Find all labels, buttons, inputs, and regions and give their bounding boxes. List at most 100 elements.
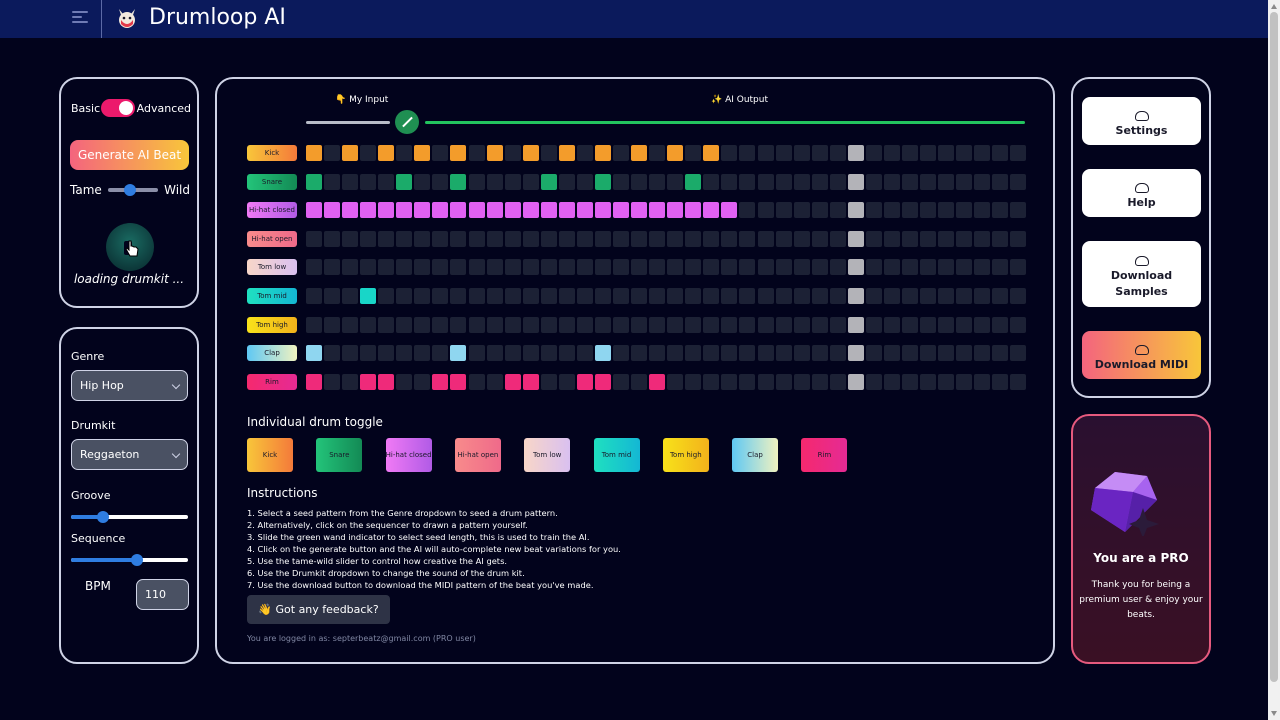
step-cell[interactable]	[504, 316, 521, 333]
step-cell[interactable]	[829, 230, 846, 247]
step-cell[interactable]	[468, 230, 485, 247]
step-cell[interactable]	[558, 345, 575, 362]
step-cell[interactable]	[522, 173, 539, 190]
step-cell[interactable]	[920, 316, 937, 333]
step-cell[interactable]	[793, 373, 810, 390]
step-cell[interactable]	[324, 288, 341, 304]
step-cell[interactable]	[793, 173, 810, 190]
step-cell[interactable]	[667, 373, 684, 390]
step-cell[interactable]	[324, 316, 341, 333]
step-cell[interactable]	[576, 230, 593, 247]
step-cell[interactable]	[1010, 173, 1027, 190]
step-cell[interactable]	[992, 259, 1009, 276]
step-cell[interactable]	[378, 259, 395, 276]
step-cell[interactable]	[306, 288, 322, 304]
step-cell[interactable]	[974, 288, 991, 304]
step-cell[interactable]	[974, 345, 991, 362]
step-cell[interactable]	[594, 259, 611, 276]
step-cell[interactable]	[486, 259, 503, 276]
step-cell[interactable]	[847, 316, 864, 333]
step-cell[interactable]	[414, 288, 431, 304]
step-cell[interactable]	[938, 288, 955, 304]
step-cell[interactable]	[667, 288, 684, 304]
step-cell[interactable]	[540, 259, 557, 276]
step-cell[interactable]	[667, 316, 684, 333]
step-cell[interactable]	[450, 173, 467, 190]
step-cell[interactable]	[920, 345, 937, 362]
step-cell[interactable]	[992, 288, 1009, 304]
step-cell[interactable]	[757, 259, 774, 276]
step-cell[interactable]	[739, 288, 756, 304]
step-cell[interactable]	[703, 345, 720, 362]
step-cell[interactable]	[685, 316, 702, 333]
step-cell[interactable]	[703, 230, 720, 247]
step-cell[interactable]	[432, 259, 449, 276]
toggle-kick[interactable]: Kick	[247, 438, 293, 472]
step-cell[interactable]	[360, 373, 377, 390]
genre-select[interactable]: Hip Hop	[71, 370, 188, 401]
step-cell[interactable]	[504, 259, 521, 276]
step-cell[interactable]	[594, 288, 611, 304]
step-cell[interactable]	[685, 288, 702, 304]
step-cell[interactable]	[721, 202, 738, 219]
step-cell[interactable]	[432, 173, 449, 190]
step-cell[interactable]	[829, 288, 846, 304]
step-cell[interactable]	[540, 145, 557, 161]
track-label-tom-mid[interactable]: Tom mid	[247, 288, 297, 304]
step-cell[interactable]	[324, 173, 341, 190]
step-cell[interactable]	[901, 288, 918, 304]
step-cell[interactable]	[811, 316, 828, 333]
step-cell[interactable]	[613, 373, 630, 390]
step-cell[interactable]	[576, 316, 593, 333]
step-cell[interactable]	[324, 373, 341, 390]
step-cell[interactable]	[450, 259, 467, 276]
step-cell[interactable]	[522, 145, 539, 161]
step-cell[interactable]	[775, 173, 792, 190]
mode-toggle[interactable]	[101, 99, 136, 117]
step-cell[interactable]	[865, 345, 882, 362]
step-cell[interactable]	[956, 373, 973, 390]
step-cell[interactable]	[901, 373, 918, 390]
step-cell[interactable]	[540, 173, 557, 190]
step-cell[interactable]	[793, 145, 810, 161]
step-cell[interactable]	[775, 288, 792, 304]
step-cell[interactable]	[360, 345, 377, 362]
step-cell[interactable]	[883, 288, 900, 304]
step-cell[interactable]	[1010, 288, 1027, 304]
toggle-rim[interactable]: Rim	[801, 438, 848, 472]
step-cell[interactable]	[631, 259, 648, 276]
step-cell[interactable]	[522, 345, 539, 362]
step-cell[interactable]	[468, 373, 485, 390]
step-cell[interactable]	[378, 288, 395, 304]
step-cell[interactable]	[360, 259, 377, 276]
step-cell[interactable]	[956, 230, 973, 247]
step-cell[interactable]	[938, 259, 955, 276]
step-cell[interactable]	[775, 259, 792, 276]
step-cell[interactable]	[576, 373, 593, 390]
scroll-down-icon[interactable]	[1271, 711, 1277, 716]
step-cell[interactable]	[631, 173, 648, 190]
feedback-button[interactable]: 👋 Got any feedback?	[247, 595, 390, 624]
step-cell[interactable]	[613, 230, 630, 247]
step-cell[interactable]	[306, 202, 322, 219]
step-cell[interactable]	[576, 145, 593, 161]
step-cell[interactable]	[775, 345, 792, 362]
step-cell[interactable]	[631, 288, 648, 304]
step-cell[interactable]	[613, 288, 630, 304]
step-cell[interactable]	[594, 230, 611, 247]
step-cell[interactable]	[721, 230, 738, 247]
step-cell[interactable]	[576, 173, 593, 190]
step-cell[interactable]	[342, 345, 359, 362]
step-cell[interactable]	[721, 145, 738, 161]
step-cell[interactable]	[883, 145, 900, 161]
tame-wild-slider[interactable]	[107, 184, 158, 196]
step-cell[interactable]	[576, 288, 593, 304]
step-cell[interactable]	[883, 345, 900, 362]
step-cell[interactable]	[956, 202, 973, 219]
step-cell[interactable]	[432, 230, 449, 247]
step-cell[interactable]	[667, 202, 684, 219]
step-cell[interactable]	[360, 316, 377, 333]
step-cell[interactable]	[342, 202, 359, 219]
step-cell[interactable]	[793, 288, 810, 304]
step-cell[interactable]	[649, 230, 666, 247]
